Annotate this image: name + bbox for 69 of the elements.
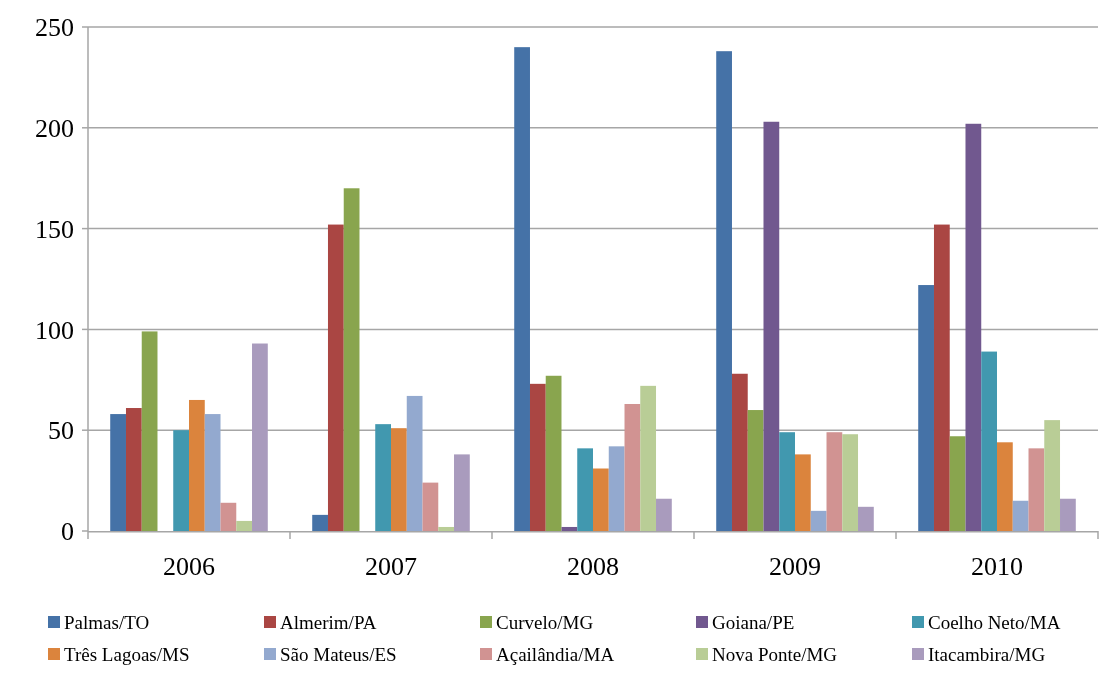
bar [141, 331, 158, 531]
bar [981, 351, 997, 531]
bar [343, 188, 360, 531]
y-tick-label: 0 [61, 517, 74, 547]
bar [949, 436, 966, 531]
x-tick-label: 2006 [163, 552, 215, 581]
bar [826, 432, 843, 531]
bar [965, 123, 982, 531]
bar [173, 430, 189, 531]
bar [842, 434, 859, 531]
bar [577, 448, 593, 531]
bar [1044, 420, 1061, 531]
bar [438, 526, 455, 531]
bar [716, 51, 732, 531]
y-tick-label: 50 [48, 416, 74, 446]
x-tick-label: 2009 [769, 552, 821, 581]
bar [312, 514, 328, 531]
bar [189, 399, 205, 531]
bar [656, 498, 672, 531]
bar [747, 410, 764, 531]
bar [731, 373, 748, 531]
bar [422, 482, 439, 531]
y-tick-label: 150 [35, 214, 74, 244]
bar [252, 343, 268, 531]
bar [220, 502, 237, 531]
bar [858, 506, 874, 531]
bar [125, 408, 142, 531]
bar [593, 468, 609, 531]
bar [375, 424, 391, 531]
bar [795, 454, 811, 531]
bar [406, 395, 423, 531]
bar [918, 285, 934, 531]
legend-label: Coelho Neto/MA [928, 611, 1061, 633]
x-tick-label: 2007 [365, 552, 417, 581]
legend-label: Palmas/TO [64, 611, 150, 633]
legend-label: Açailândia/MA [496, 643, 615, 665]
legend-label: Três Lagoas/MS [64, 643, 190, 665]
y-tick-label: 250 [35, 13, 74, 43]
bar [763, 121, 780, 531]
legend-label: Curvelo/MG [496, 611, 594, 633]
bar [204, 414, 221, 531]
legend-label: Itacambira/MG [928, 643, 1046, 665]
bar [391, 428, 407, 531]
bar [529, 383, 546, 531]
legend-label: Goiana/PE [712, 611, 795, 633]
bar [236, 520, 253, 531]
x-tick-label: 2008 [567, 552, 619, 581]
y-tick-label: 100 [35, 315, 74, 345]
bar [1028, 448, 1045, 531]
legend-label: Nova Ponte/MG [712, 643, 838, 665]
bar [327, 224, 344, 531]
bar [1012, 500, 1029, 531]
bar [997, 442, 1013, 531]
bar [624, 403, 641, 531]
bar [110, 414, 126, 531]
bar [545, 375, 562, 531]
legend-label: São Mateus/ES [280, 643, 397, 665]
bar [1060, 498, 1076, 531]
bar [514, 47, 530, 531]
bar [454, 454, 470, 531]
x-tick-label: 2010 [971, 552, 1023, 581]
bar [640, 385, 657, 531]
bar [810, 510, 827, 531]
bar [561, 526, 578, 531]
bar [779, 432, 795, 531]
legend-label: Almerim/PA [280, 611, 377, 633]
bar [933, 224, 950, 531]
bar [608, 446, 625, 531]
y-tick-label: 200 [35, 113, 74, 143]
